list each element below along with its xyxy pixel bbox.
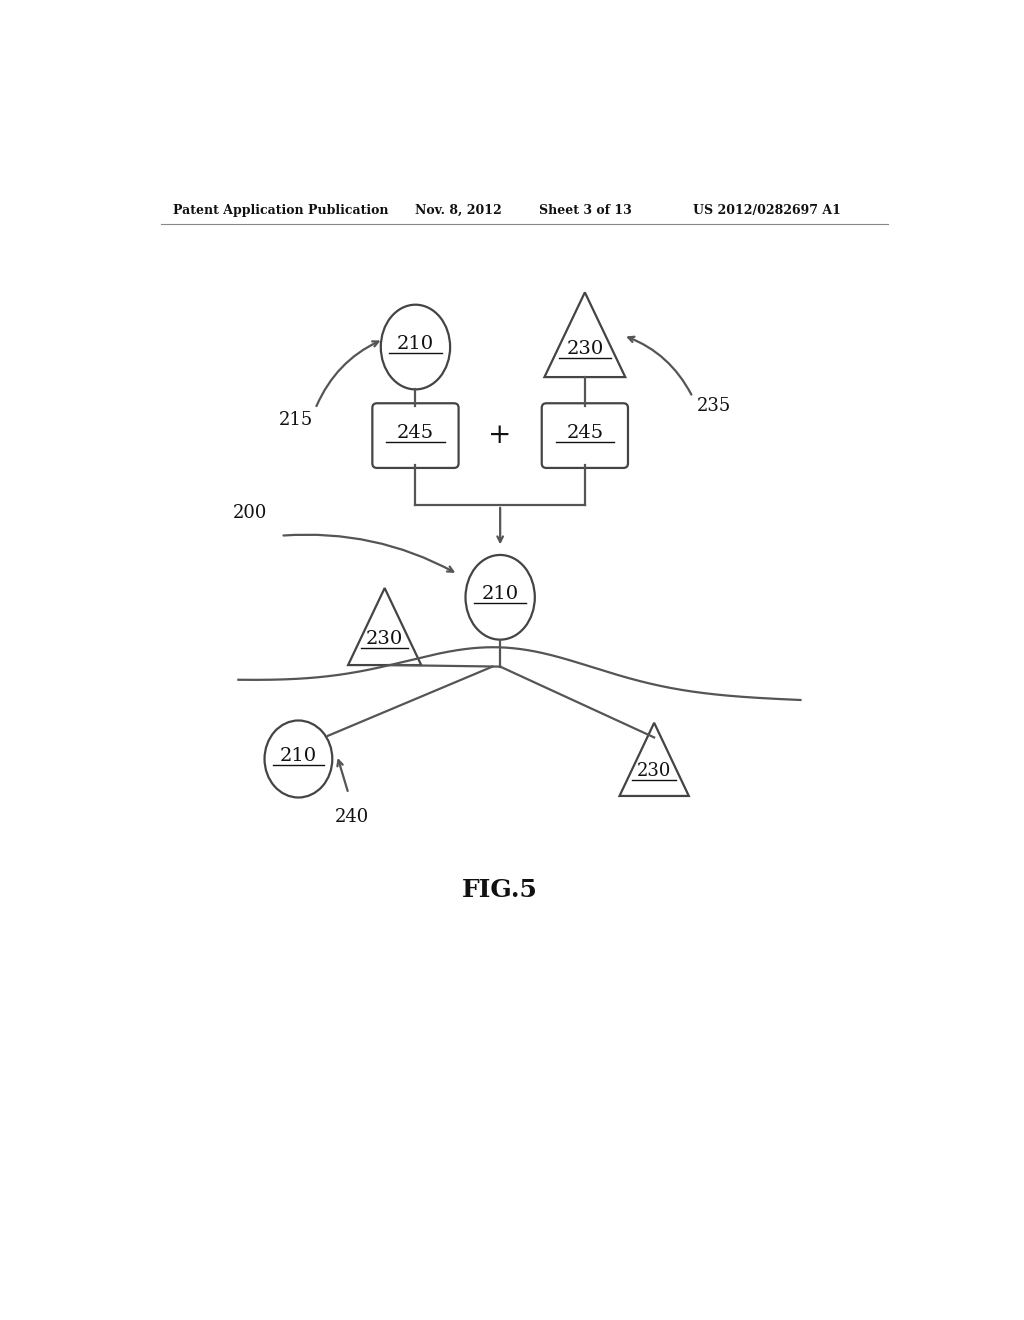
Text: 210: 210: [280, 747, 317, 764]
Text: 200: 200: [232, 504, 267, 521]
Text: 210: 210: [397, 335, 434, 352]
Text: Patent Application Publication: Patent Application Publication: [173, 205, 388, 218]
Text: +: +: [488, 422, 512, 449]
Text: Nov. 8, 2012: Nov. 8, 2012: [416, 205, 502, 218]
Text: FIG.5: FIG.5: [462, 878, 538, 902]
Text: 245: 245: [566, 424, 603, 441]
Text: 230: 230: [566, 339, 603, 358]
Text: 240: 240: [335, 808, 370, 826]
Text: 230: 230: [366, 630, 403, 648]
Text: Sheet 3 of 13: Sheet 3 of 13: [539, 205, 632, 218]
Text: 230: 230: [637, 762, 672, 780]
Text: 215: 215: [279, 412, 313, 429]
Text: 245: 245: [397, 424, 434, 441]
Text: US 2012/0282697 A1: US 2012/0282697 A1: [692, 205, 841, 218]
Text: 235: 235: [697, 397, 731, 416]
Text: 210: 210: [481, 585, 519, 603]
